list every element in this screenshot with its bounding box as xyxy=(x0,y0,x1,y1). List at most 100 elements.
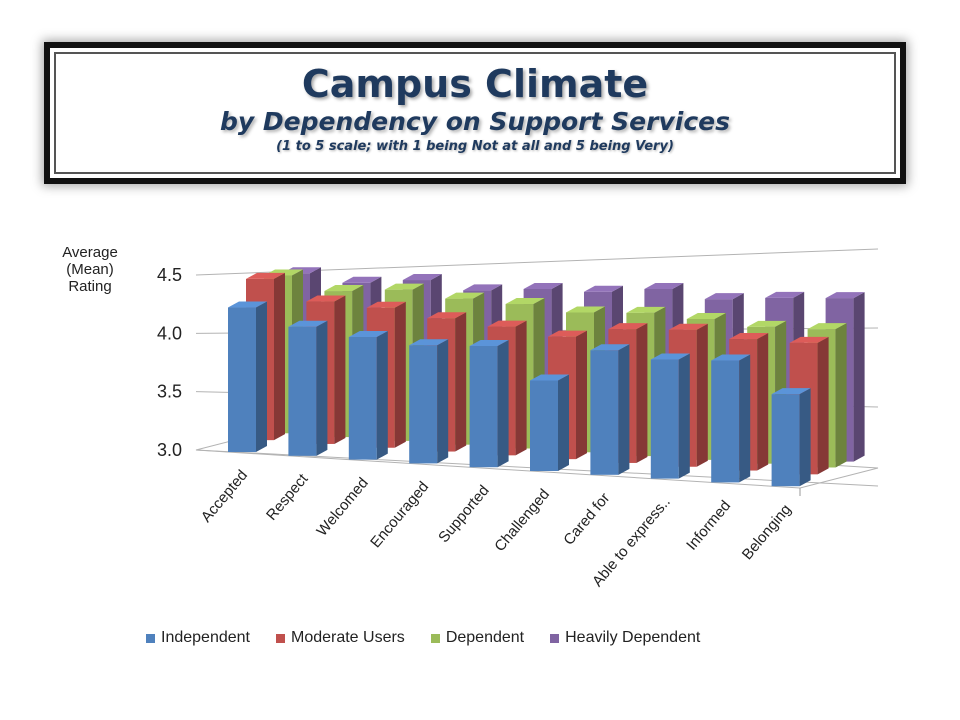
bar xyxy=(771,388,811,487)
bar-top xyxy=(650,353,690,360)
legend-item: Moderate Users xyxy=(275,629,405,647)
legend-label: Heavily Dependent xyxy=(565,629,701,646)
bar xyxy=(469,339,509,468)
bar-side xyxy=(274,272,285,441)
bar-top xyxy=(342,276,382,283)
y-tick-label: 4.0 xyxy=(157,323,182,343)
bar xyxy=(288,320,328,456)
bar-front xyxy=(409,345,438,464)
bar-top xyxy=(469,339,509,346)
legend-item: Heavily Dependent xyxy=(550,629,700,647)
bar-top xyxy=(523,283,563,289)
bar-side xyxy=(576,330,587,460)
bar-side xyxy=(558,374,569,472)
bar xyxy=(650,353,690,479)
bar-top xyxy=(626,306,666,313)
x-tick-label: Challenged xyxy=(491,486,553,555)
bar-side xyxy=(835,323,847,468)
bar-side xyxy=(515,320,527,456)
bar-front xyxy=(530,380,558,472)
bar-top xyxy=(789,336,829,343)
x-tick-label: Belonging xyxy=(739,501,795,563)
bar-side xyxy=(817,336,829,475)
legend-swatch xyxy=(275,633,285,643)
legend-swatch xyxy=(146,633,155,643)
x-tick-label: Accepted xyxy=(198,467,251,526)
chart-subtitle: by Dependency on Support Services xyxy=(220,107,730,136)
chart-title: Campus Climate xyxy=(301,62,649,106)
bar-top xyxy=(246,272,285,279)
bar-top xyxy=(288,320,328,327)
bar xyxy=(409,339,449,464)
title-box: Campus Climate by Dependency on Support … xyxy=(44,42,906,184)
bar-top xyxy=(463,284,503,291)
bar-front xyxy=(650,359,679,479)
bar-front xyxy=(469,345,498,468)
y-axis-title-line: Average xyxy=(62,244,118,261)
bar-side xyxy=(678,353,690,479)
bar-top xyxy=(409,339,449,346)
bar-top xyxy=(668,323,708,330)
bar-side xyxy=(739,354,751,483)
bar xyxy=(590,344,630,475)
bar-front xyxy=(348,337,377,460)
bar-top xyxy=(505,298,545,305)
bar-top xyxy=(590,344,630,351)
legend-item: Dependent xyxy=(430,629,525,647)
bar-top xyxy=(384,283,424,290)
x-tick-label: Supported xyxy=(435,482,493,546)
bar-side xyxy=(316,320,328,456)
bar-top xyxy=(566,306,605,313)
x-tick-label: Encouraged xyxy=(367,478,432,551)
bar-side xyxy=(437,339,449,464)
bar-top xyxy=(825,292,865,299)
bar-top xyxy=(402,274,442,281)
bar-top xyxy=(704,293,744,300)
bar-top xyxy=(807,323,847,330)
x-tick-label: Welcomed xyxy=(313,475,371,540)
bar-side xyxy=(618,344,630,475)
legend-swatch xyxy=(550,633,560,643)
bar-top xyxy=(644,283,684,289)
bar-top xyxy=(487,320,527,327)
chart-scale-note: (1 to 5 scale; with 1 being Not at all a… xyxy=(276,139,674,154)
legend-item: Independent xyxy=(146,629,250,647)
legend-label: Independent xyxy=(161,629,250,646)
y-axis-title-line: Rating xyxy=(68,278,112,295)
bar-side xyxy=(455,312,467,452)
bar-front xyxy=(590,350,619,475)
x-tick-label: Cared for xyxy=(560,490,613,549)
legend-label: Dependent xyxy=(445,629,525,646)
bar xyxy=(711,354,751,483)
bar-side xyxy=(636,323,648,463)
y-tick-label: 3.5 xyxy=(157,382,182,402)
bar-top xyxy=(765,291,805,298)
bar-top xyxy=(729,333,769,340)
bar-top xyxy=(427,312,467,319)
bar-top xyxy=(324,285,364,292)
x-tick-label: Informed xyxy=(683,497,734,553)
bar-top xyxy=(348,331,388,338)
bar-side xyxy=(376,331,388,460)
legend: Independent Moderate Users Dependent Heavil… xyxy=(146,628,726,648)
bar-side xyxy=(853,292,865,462)
bar-top xyxy=(711,354,751,361)
bar-top xyxy=(228,301,267,308)
bar-front xyxy=(711,360,740,483)
bar xyxy=(530,374,569,472)
bar-top xyxy=(548,330,587,337)
bar-side xyxy=(256,301,267,453)
bar-top xyxy=(306,295,346,302)
bar-top xyxy=(608,323,648,330)
bar-front xyxy=(228,307,256,453)
bar-side xyxy=(394,301,406,448)
bar-top xyxy=(686,313,726,320)
bar-top xyxy=(445,292,485,299)
legend-swatch xyxy=(430,633,440,643)
x-tick-label: Respect xyxy=(263,470,312,524)
bar-side xyxy=(696,323,708,467)
y-axis-title: Average (Mean) Rating xyxy=(48,244,132,295)
bar-front xyxy=(288,326,317,456)
bar-top xyxy=(530,374,569,381)
